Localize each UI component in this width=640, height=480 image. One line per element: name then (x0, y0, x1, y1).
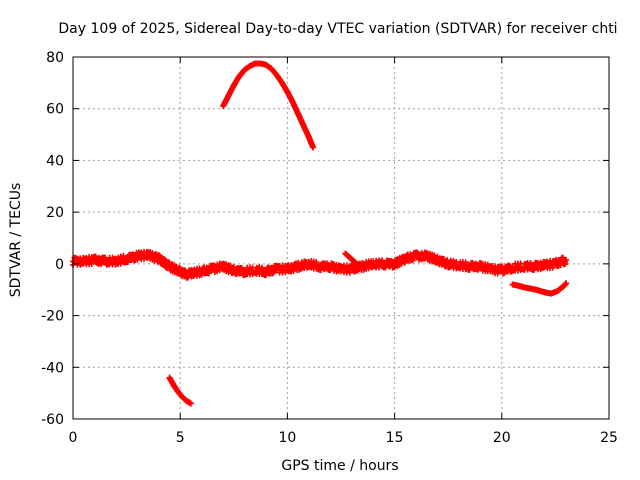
y-tick-label: -20 (41, 309, 64, 325)
data-point (346, 269, 353, 276)
x-tick-label: 15 (386, 430, 404, 446)
series-arc-high (220, 60, 317, 151)
x-tick-label: 10 (278, 430, 296, 446)
data-point (398, 260, 405, 267)
y-axis-label: SDTVAR / TECUs (8, 183, 24, 298)
y-tick-label: 20 (46, 205, 64, 221)
data-point (318, 267, 325, 274)
x-tick-label: 25 (600, 430, 618, 446)
data-point (227, 262, 234, 269)
y-tick-label: -60 (41, 412, 64, 428)
data-point (563, 256, 570, 263)
data-point (549, 264, 556, 271)
y-tick-label: 80 (46, 50, 64, 66)
data-point (409, 257, 416, 264)
series-main-band (70, 248, 570, 281)
series-segment-20-5h (509, 280, 570, 297)
data-point (431, 252, 438, 259)
y-tick-label: 60 (46, 102, 64, 118)
data-point (88, 260, 95, 267)
data-point (563, 280, 570, 287)
y-tick-label: -40 (41, 360, 64, 376)
plot-frame (72, 56, 610, 420)
data-point (187, 400, 194, 407)
data-point (282, 269, 289, 276)
grid-lines (73, 57, 609, 419)
series-arc-low (166, 374, 194, 407)
y-tick-label: 40 (46, 153, 64, 169)
x-tick-label: 20 (493, 430, 511, 446)
y-tick-label: 0 (55, 257, 64, 273)
data-point (338, 268, 344, 275)
series-segment-12-5h (342, 250, 366, 271)
x-tick-label: 5 (176, 430, 185, 446)
data-point (359, 264, 366, 271)
data-point (161, 255, 168, 262)
x-tick-label: 0 (69, 430, 78, 446)
data-point (173, 263, 180, 270)
x-axis-label: GPS time / hours (281, 458, 398, 474)
data-point (310, 144, 317, 151)
axis-ticks: 0 5 10 15 20 25 -60 -40 -20 0 20 40 60 80 (41, 50, 618, 446)
data-marks (70, 60, 570, 407)
chart-title: Day 109 of 2025, Sidereal Day-to-day VTE… (58, 21, 617, 37)
